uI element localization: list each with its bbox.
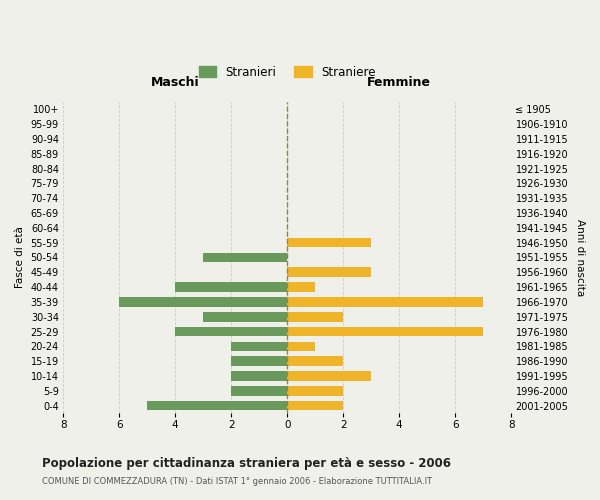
- Y-axis label: Anni di nascita: Anni di nascita: [575, 219, 585, 296]
- Bar: [203, 312, 287, 322]
- Bar: [287, 282, 315, 292]
- Bar: [287, 297, 483, 306]
- Bar: [287, 312, 343, 322]
- Bar: [287, 356, 343, 366]
- Bar: [287, 371, 371, 381]
- Y-axis label: Fasce di età: Fasce di età: [15, 226, 25, 288]
- Bar: [287, 386, 343, 396]
- Bar: [231, 371, 287, 381]
- Bar: [119, 297, 287, 306]
- Text: Popolazione per cittadinanza straniera per età e sesso - 2006: Popolazione per cittadinanza straniera p…: [42, 458, 451, 470]
- Text: Maschi: Maschi: [151, 76, 199, 90]
- Bar: [287, 342, 315, 351]
- Bar: [287, 238, 371, 248]
- Legend: Stranieri, Straniere: Stranieri, Straniere: [194, 61, 380, 84]
- Bar: [175, 326, 287, 336]
- Bar: [231, 386, 287, 396]
- Text: COMUNE DI COMMEZZADURA (TN) - Dati ISTAT 1° gennaio 2006 - Elaborazione TUTTITAL: COMUNE DI COMMEZZADURA (TN) - Dati ISTAT…: [42, 478, 432, 486]
- Bar: [287, 326, 483, 336]
- Bar: [231, 342, 287, 351]
- Bar: [287, 401, 343, 410]
- Text: Femmine: Femmine: [367, 76, 431, 90]
- Bar: [231, 356, 287, 366]
- Bar: [147, 401, 287, 410]
- Bar: [203, 252, 287, 262]
- Bar: [175, 282, 287, 292]
- Bar: [287, 268, 371, 277]
